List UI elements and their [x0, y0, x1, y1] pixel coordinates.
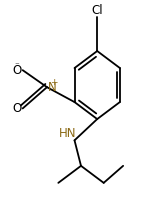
Text: N: N — [48, 81, 57, 94]
Text: ⁻: ⁻ — [15, 61, 19, 70]
Text: +: + — [50, 78, 58, 87]
Text: HN: HN — [59, 127, 76, 140]
Text: O: O — [13, 102, 22, 115]
Text: O: O — [13, 64, 22, 77]
Text: Cl: Cl — [91, 4, 103, 17]
